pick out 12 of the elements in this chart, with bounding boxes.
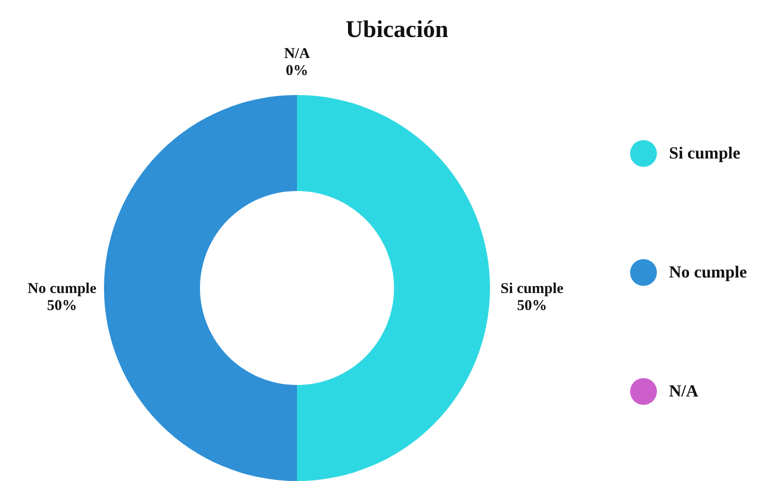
text: 0% xyxy=(286,63,308,79)
legend-label: Si cumple xyxy=(669,144,741,162)
slice-label: Si cumple xyxy=(500,281,564,297)
donut-slice xyxy=(297,95,490,481)
donut-slice xyxy=(104,95,297,481)
chart-title: Ubicación xyxy=(346,17,448,43)
data-label: 50% xyxy=(47,298,77,314)
category-label: N/A xyxy=(284,46,310,62)
legend-label: N/A xyxy=(669,382,699,400)
legend-label: No cumple xyxy=(669,262,748,282)
slice-label: No cumple xyxy=(28,281,97,297)
data-label: 50% xyxy=(517,298,547,314)
